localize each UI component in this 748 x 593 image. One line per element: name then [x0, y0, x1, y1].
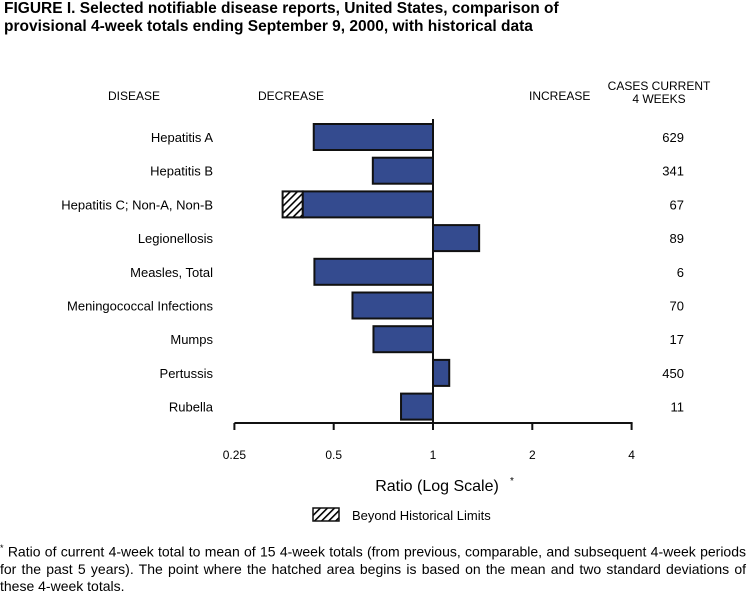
- footnote: * Ratio of current 4-week total to mean …: [0, 540, 746, 593]
- bar: [432, 358, 451, 387]
- x-tick-label: 1: [430, 448, 437, 462]
- category-label: Meningococcal Infections: [67, 299, 213, 314]
- x-axis-label-mark: *: [510, 476, 514, 487]
- category-label: Measles, Total: [130, 265, 213, 280]
- x-tick-label: 0.5: [325, 448, 342, 462]
- header-increase: INCREASE: [529, 89, 591, 103]
- category-label: Hepatitis C; Non-A, Non-B: [61, 197, 213, 212]
- hatched-bar-segment: [281, 190, 304, 219]
- cases-value: 6: [677, 265, 684, 280]
- cases-value: 67: [670, 197, 684, 212]
- category-label: Mumps: [170, 332, 213, 347]
- category-label: Legionellosis: [138, 231, 214, 246]
- cases-value: 11: [671, 400, 685, 415]
- header-disease: DISEASE: [108, 89, 161, 103]
- cases-value: 629: [662, 130, 684, 145]
- category-label: Pertussis: [160, 366, 214, 381]
- cases-value: 341: [662, 164, 684, 179]
- category-label: Hepatitis A: [151, 130, 213, 145]
- chart-title: FIGURE I. Selected notifiable disease re…: [4, 0, 559, 35]
- legend-label: Beyond Historical Limits: [352, 508, 491, 523]
- bar: [351, 291, 435, 320]
- bar: [371, 156, 434, 185]
- x-tick-label: 4: [628, 448, 635, 462]
- bar: [312, 123, 434, 151]
- x-axis-label: Ratio (Log Scale): [375, 478, 499, 495]
- bar: [432, 224, 481, 253]
- bar: [301, 190, 434, 219]
- header-decrease: DECREASE: [258, 89, 325, 103]
- legend-hatch-swatch: [312, 507, 340, 522]
- category-label: Rubella: [169, 400, 214, 415]
- header-cases: CASES CURRENT 4 WEEKS: [607, 79, 711, 106]
- footnote-text: Ratio of current 4-week total to mean of…: [0, 543, 747, 593]
- cases-value: 450: [662, 366, 684, 381]
- bar: [372, 325, 435, 354]
- cases-value: 17: [670, 332, 684, 347]
- category-label: Hepatitis B: [150, 164, 213, 179]
- cases-value: 89: [670, 231, 684, 246]
- bar: [313, 257, 434, 286]
- footnote-mark: *: [0, 543, 4, 553]
- bar: [400, 392, 434, 421]
- cases-value: 70: [670, 299, 684, 314]
- chart-plot: Hepatitis A 629 Hepatitis B 341 Hepatitis C;…: [61, 119, 685, 523]
- x-tick-label: 0.25: [223, 448, 247, 462]
- x-tick-label: 2: [529, 448, 536, 462]
